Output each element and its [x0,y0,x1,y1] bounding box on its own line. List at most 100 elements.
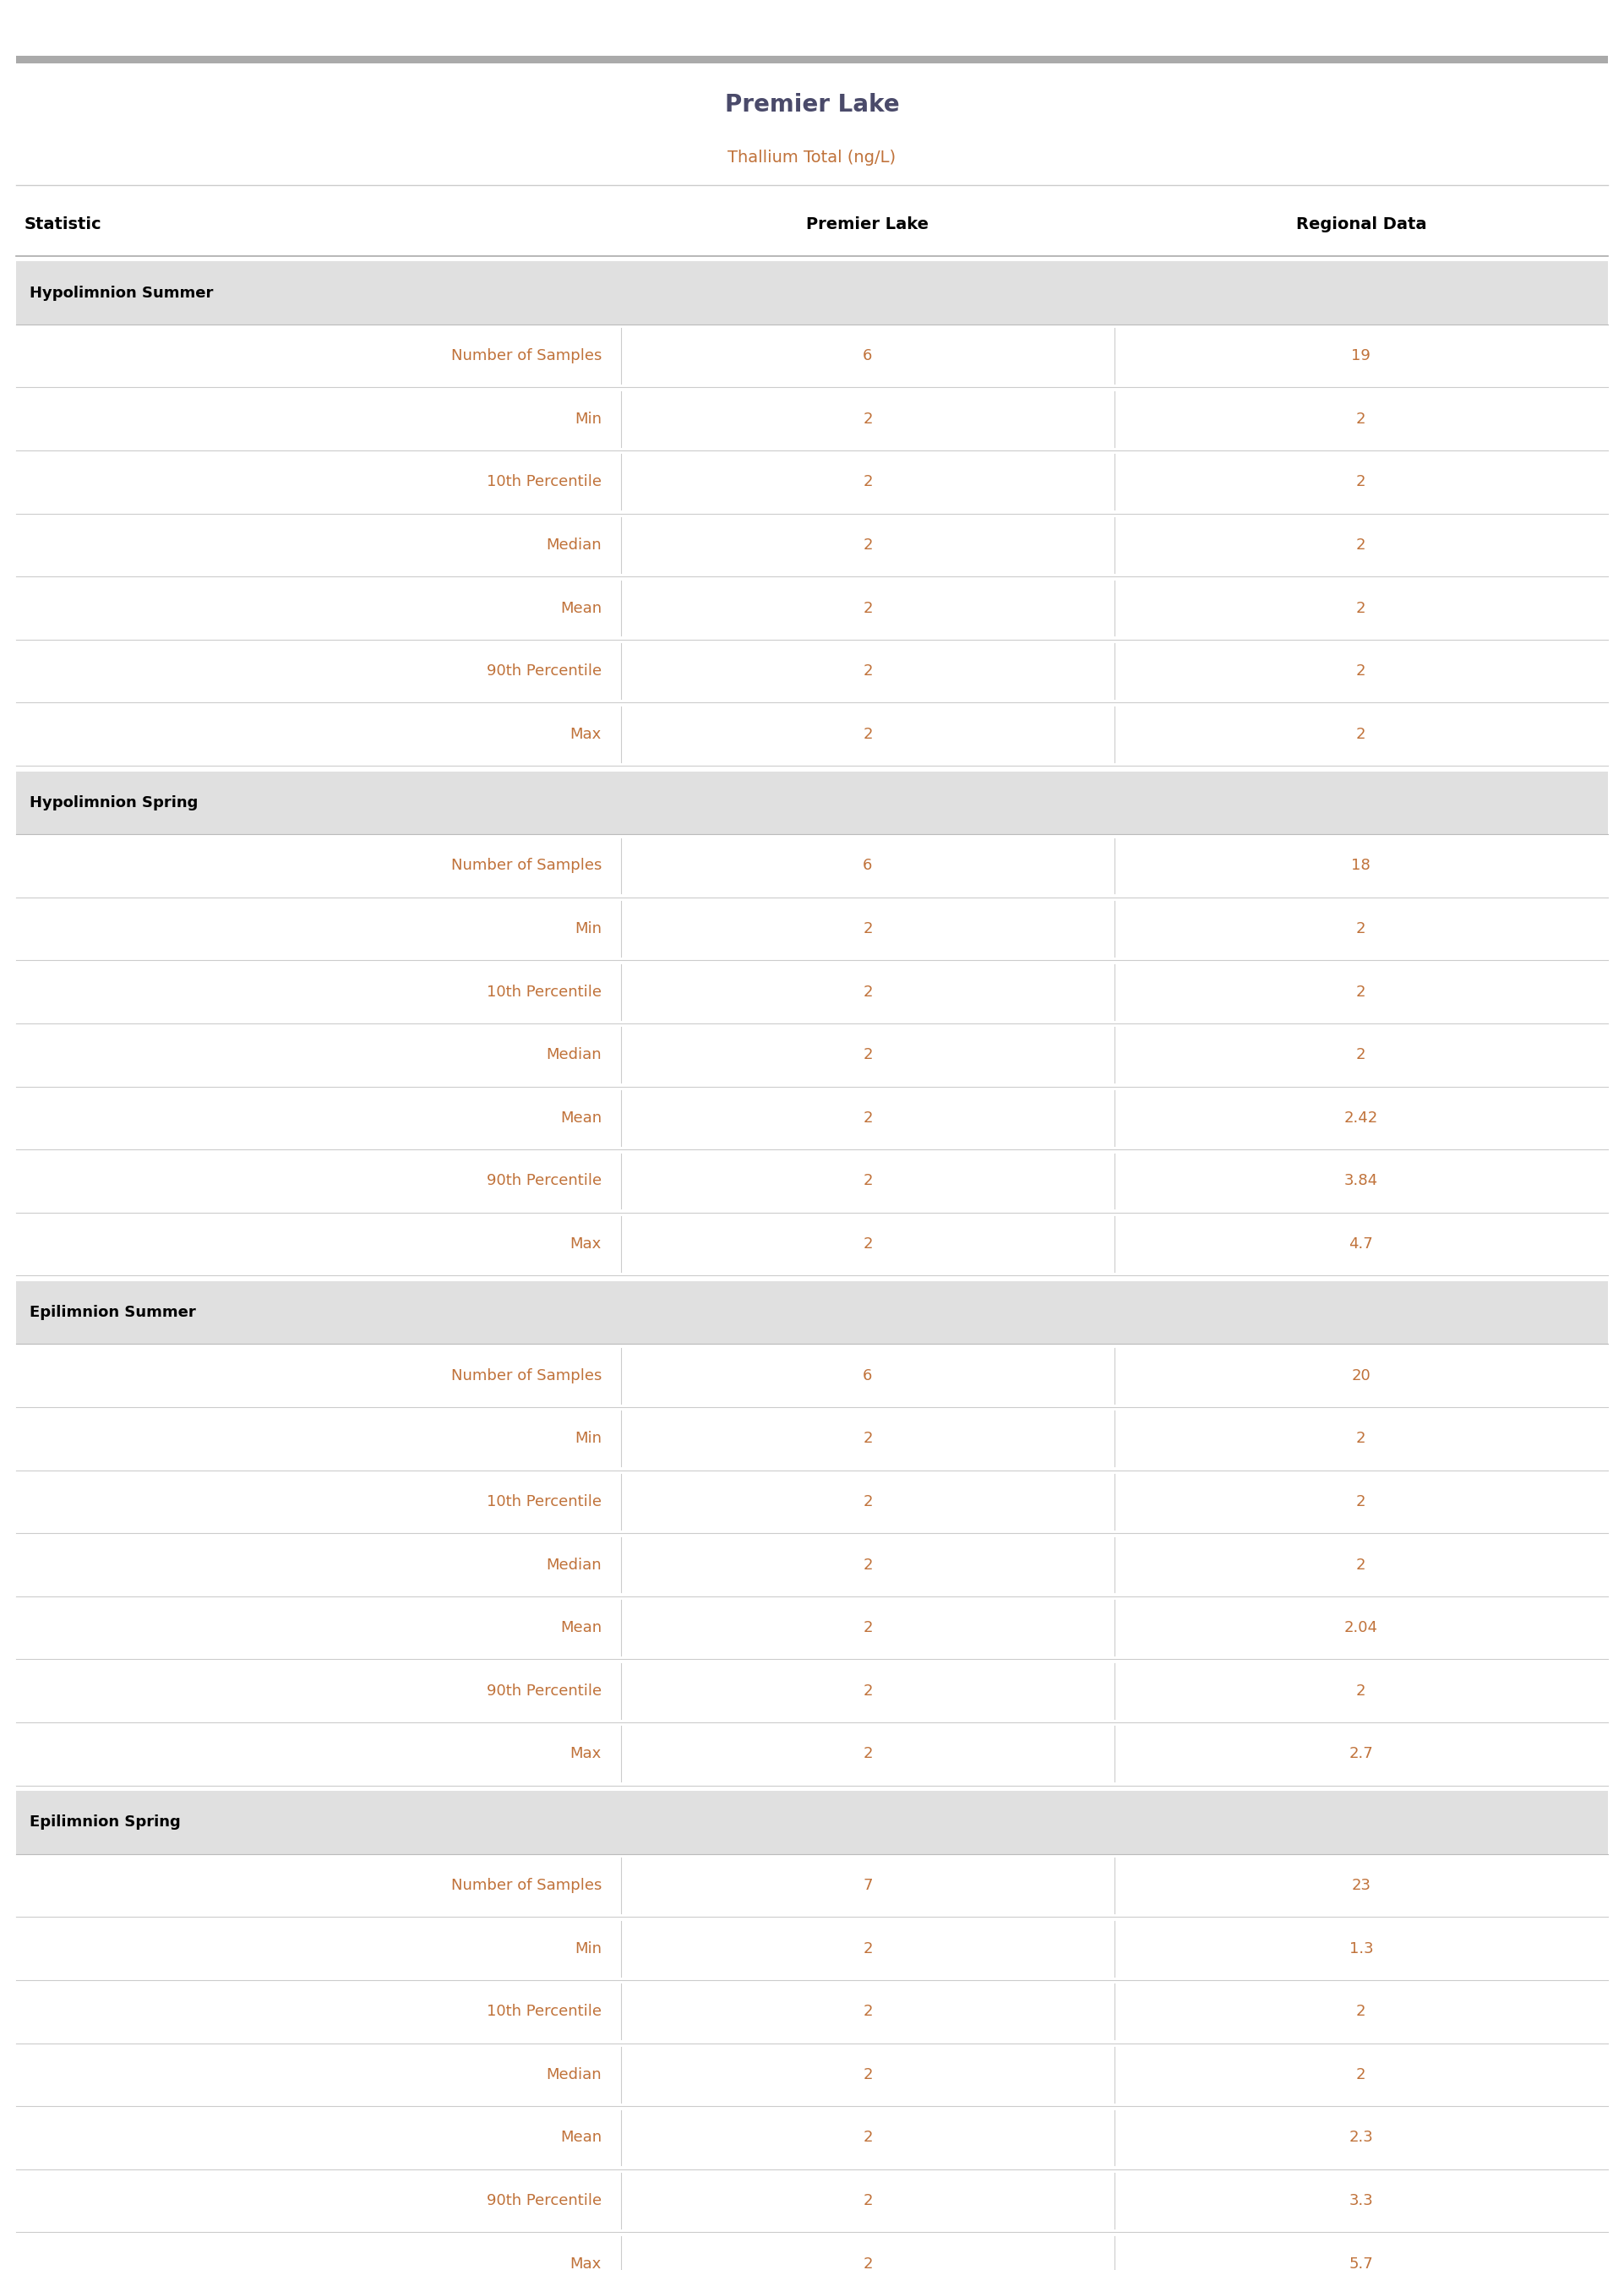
Text: 2: 2 [1356,1046,1366,1062]
Text: 10th Percentile: 10th Percentile [487,2004,601,2020]
Text: 2.04: 2.04 [1345,1621,1379,1634]
FancyBboxPatch shape [16,960,1608,1024]
FancyBboxPatch shape [16,449,1608,513]
FancyBboxPatch shape [16,1791,1608,1855]
Text: 3.84: 3.84 [1345,1174,1379,1189]
Text: Premier Lake: Premier Lake [724,93,900,116]
FancyBboxPatch shape [16,2231,1608,2270]
Text: 2: 2 [862,663,872,679]
Text: Median: Median [546,1046,601,1062]
Text: 2: 2 [862,1237,872,1251]
FancyBboxPatch shape [16,704,1608,765]
FancyBboxPatch shape [16,1979,1608,2043]
Text: 2.42: 2.42 [1345,1110,1379,1126]
Text: 6: 6 [862,1369,872,1382]
FancyBboxPatch shape [16,1407,1608,1471]
FancyBboxPatch shape [16,1596,1608,1659]
Text: 2: 2 [862,985,872,999]
FancyBboxPatch shape [16,2043,1608,2107]
Text: Max: Max [570,1237,601,1251]
Text: 2: 2 [862,602,872,615]
Text: Min: Min [575,1430,601,1446]
FancyBboxPatch shape [16,388,1608,449]
FancyBboxPatch shape [16,2107,1608,2170]
Text: 90th Percentile: 90th Percentile [487,1174,601,1189]
Text: 2: 2 [1356,2068,1366,2082]
Text: Median: Median [546,1557,601,1573]
Text: Number of Samples: Number of Samples [451,1369,601,1382]
Text: Mean: Mean [560,1621,601,1634]
Text: 2: 2 [862,1941,872,1957]
Text: 90th Percentile: 90th Percentile [487,2193,601,2209]
Text: Median: Median [546,2068,601,2082]
Text: 2: 2 [862,1684,872,1698]
Text: 2: 2 [1356,2004,1366,2020]
FancyBboxPatch shape [16,1659,1608,1723]
Text: 2: 2 [862,1110,872,1126]
FancyBboxPatch shape [16,1344,1608,1407]
Text: Mean: Mean [560,2129,601,2145]
Text: 2: 2 [1356,538,1366,552]
FancyBboxPatch shape [16,1087,1608,1149]
FancyBboxPatch shape [16,897,1608,960]
Text: 2: 2 [862,1430,872,1446]
Text: 2: 2 [862,1046,872,1062]
Text: 2: 2 [862,474,872,490]
Text: 2: 2 [1356,602,1366,615]
Text: 23: 23 [1351,1877,1371,1893]
Text: 6: 6 [862,347,872,363]
FancyBboxPatch shape [16,772,1608,835]
Text: 2: 2 [1356,1430,1366,1446]
Text: 7: 7 [862,1877,872,1893]
Text: 3.3: 3.3 [1350,2193,1374,2209]
FancyBboxPatch shape [16,57,1608,64]
Text: 2: 2 [862,538,872,552]
Text: Mean: Mean [560,602,601,615]
FancyBboxPatch shape [16,1149,1608,1212]
Text: Epilimnion Summer: Epilimnion Summer [29,1305,195,1321]
Text: Median: Median [546,538,601,552]
Text: 4.7: 4.7 [1350,1237,1374,1251]
Text: 10th Percentile: 10th Percentile [487,985,601,999]
Text: 2: 2 [1356,663,1366,679]
FancyBboxPatch shape [16,1723,1608,1786]
Text: Thallium Total (ng/L): Thallium Total (ng/L) [728,150,896,166]
Text: 6: 6 [862,858,872,874]
FancyBboxPatch shape [16,1855,1608,1918]
Text: 1.3: 1.3 [1350,1941,1374,1957]
Text: Min: Min [575,922,601,938]
Text: 2.7: 2.7 [1350,1746,1374,1762]
Text: Hypolimnion Summer: Hypolimnion Summer [29,286,213,300]
Text: 2: 2 [1356,726,1366,742]
FancyBboxPatch shape [16,1212,1608,1276]
Text: Epilimnion Spring: Epilimnion Spring [29,1816,180,1830]
Text: Max: Max [570,1746,601,1762]
Text: Max: Max [570,2256,601,2270]
Text: Max: Max [570,726,601,742]
FancyBboxPatch shape [16,1471,1608,1532]
Text: 2: 2 [862,1746,872,1762]
Text: 2.3: 2.3 [1350,2129,1374,2145]
Text: 2: 2 [1356,474,1366,490]
Text: 18: 18 [1351,858,1371,874]
FancyBboxPatch shape [16,2170,1608,2231]
Text: Premier Lake: Premier Lake [807,216,929,232]
FancyBboxPatch shape [16,513,1608,577]
Text: Statistic: Statistic [24,216,102,232]
FancyBboxPatch shape [16,835,1608,897]
Text: 2: 2 [1356,1557,1366,1573]
Text: 10th Percentile: 10th Percentile [487,1494,601,1510]
Text: 2: 2 [862,922,872,938]
Text: 90th Percentile: 90th Percentile [487,663,601,679]
Text: 2: 2 [862,1494,872,1510]
Text: 5.7: 5.7 [1350,2256,1374,2270]
Text: Min: Min [575,411,601,427]
Text: 19: 19 [1351,347,1371,363]
FancyBboxPatch shape [16,640,1608,704]
Text: 2: 2 [862,2004,872,2020]
Text: 2: 2 [1356,922,1366,938]
Text: 2: 2 [1356,411,1366,427]
Text: 2: 2 [862,1621,872,1634]
Text: 20: 20 [1351,1369,1371,1382]
FancyBboxPatch shape [16,1918,1608,1979]
